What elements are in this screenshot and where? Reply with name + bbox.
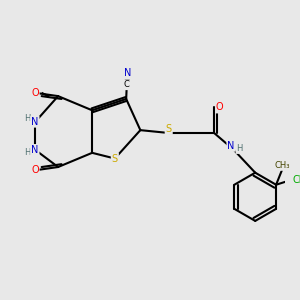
Text: N: N (124, 68, 131, 78)
Text: S: S (112, 154, 118, 164)
Text: O: O (31, 165, 39, 175)
Text: CH₃: CH₃ (274, 161, 290, 170)
Text: C: C (124, 80, 130, 89)
Text: N: N (31, 117, 38, 127)
Text: H: H (24, 114, 30, 123)
Text: O: O (216, 103, 224, 112)
Text: N: N (227, 141, 235, 151)
Text: O: O (31, 88, 39, 98)
Text: N: N (31, 145, 38, 155)
Text: S: S (166, 124, 172, 134)
Text: H: H (24, 148, 30, 157)
Text: Cl: Cl (292, 176, 300, 185)
Text: H: H (236, 144, 243, 153)
